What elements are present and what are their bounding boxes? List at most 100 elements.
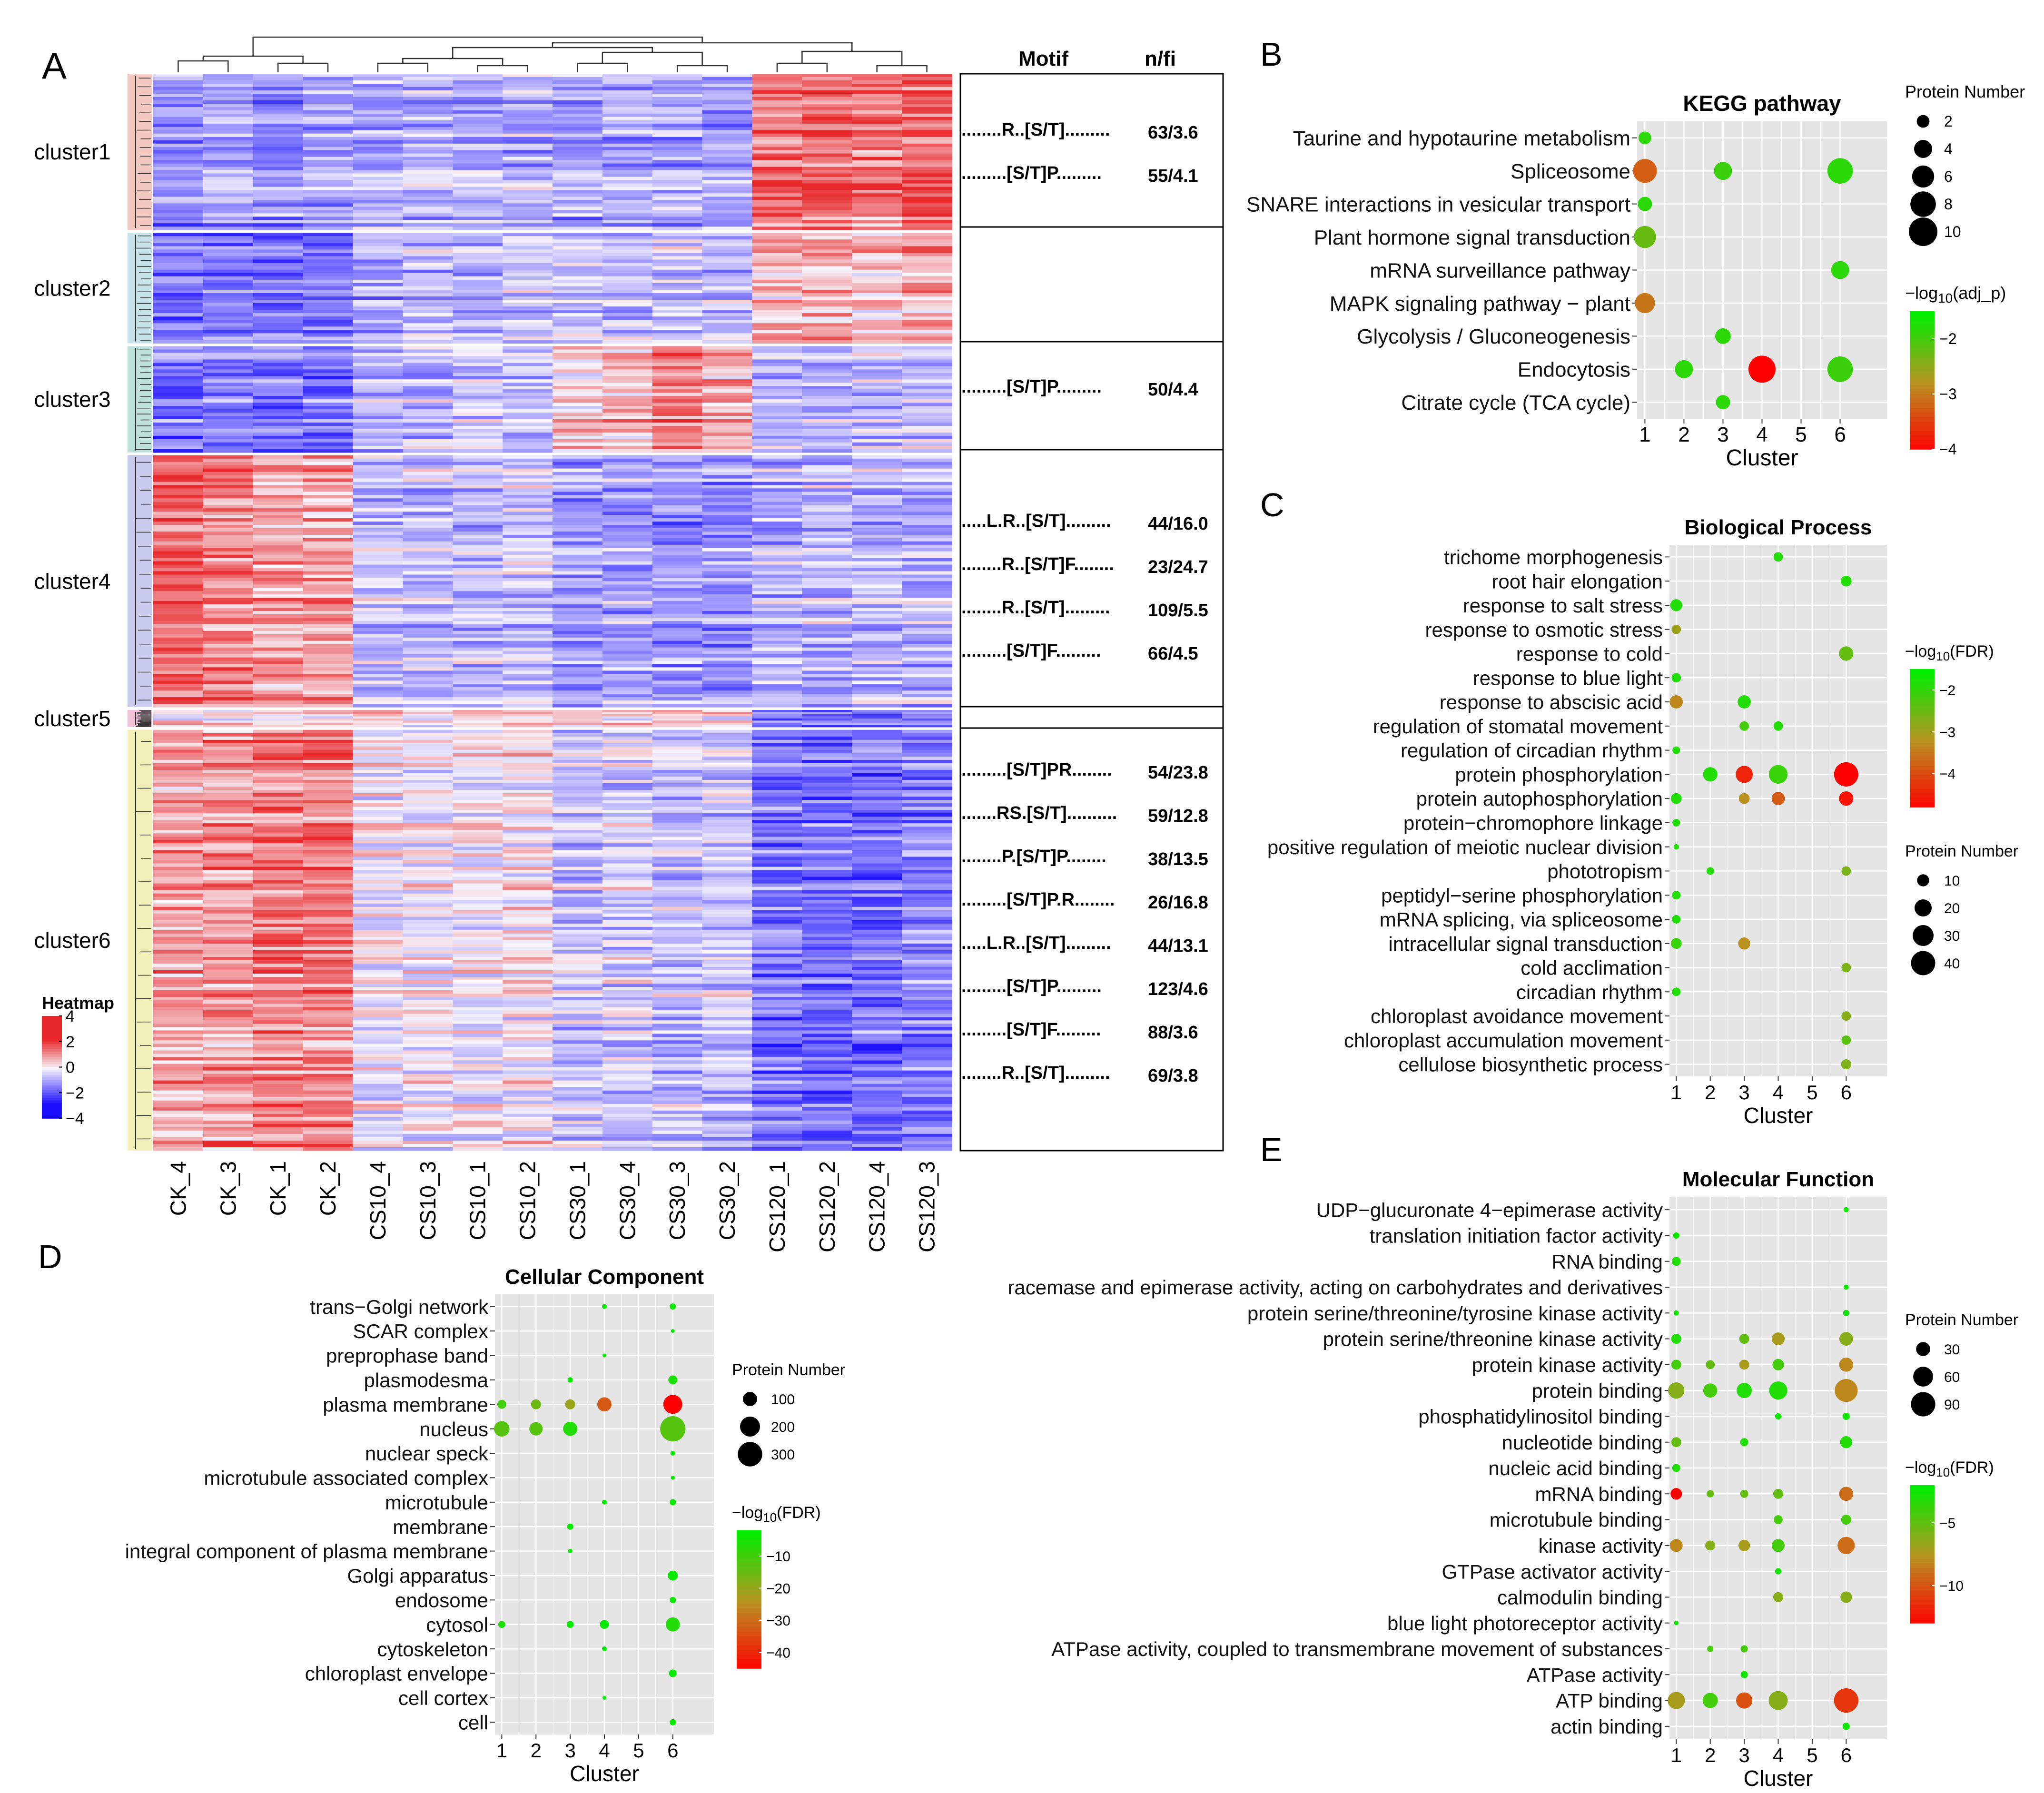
- heatmap-cell: [203, 518, 254, 522]
- heatmap-cell: [403, 614, 453, 618]
- heatmap-cell: [403, 538, 453, 542]
- heatmap-cell: [503, 485, 553, 489]
- heatmap-cell: [203, 403, 254, 406]
- heatmap-cell: [602, 316, 653, 320]
- heatmap-cell: [153, 74, 204, 78]
- heatmap-cell: [702, 1057, 753, 1061]
- heatmap-cell: [303, 725, 354, 728]
- heatmap-cell: [453, 697, 503, 701]
- heatmap-cell: [752, 837, 802, 840]
- heatmap-cell: [203, 243, 254, 246]
- heatmap-cell: [453, 1020, 503, 1024]
- heatmap-cell: [503, 896, 553, 901]
- heatmap-cell: [403, 670, 453, 674]
- heatmap-cell: [203, 690, 254, 694]
- heatmap-cell: [752, 739, 802, 744]
- heatmap-cell: [303, 1010, 354, 1014]
- heatmap-cell: [403, 1020, 453, 1024]
- heatmap-cell: [553, 512, 603, 515]
- heatmap-cell: [702, 916, 753, 921]
- heatmap-cell: [702, 183, 753, 187]
- heatmap-cell: [403, 396, 453, 400]
- heatmap-cell: [153, 100, 204, 104]
- heatmap-cell: [353, 637, 403, 641]
- heatmap-cell: [553, 432, 603, 436]
- heatmap-cell: [652, 276, 703, 280]
- heatmap-cell: [852, 197, 902, 200]
- heatmap-cell: [702, 847, 753, 850]
- heatmap-cell: [203, 743, 254, 747]
- heatmap-cell: [752, 720, 802, 723]
- heatmap-cell: [702, 680, 753, 684]
- heatmap-cell: [153, 1040, 204, 1044]
- heatmap-cell: [553, 903, 603, 907]
- heatmap-cell: [303, 594, 354, 598]
- heatmap-cell: [303, 618, 354, 621]
- heatmap-cell: [353, 442, 403, 446]
- heatmap-cell: [702, 733, 753, 737]
- heatmap-cell: [702, 300, 753, 304]
- heatmap-cell: [852, 90, 902, 94]
- heatmap-cell: [153, 1014, 204, 1017]
- heatmap-cell: [453, 416, 503, 420]
- heatmap-cell: [852, 618, 902, 621]
- heatmap-cell: [303, 807, 354, 810]
- heatmap-cell: [153, 217, 204, 220]
- heatmap-cell: [652, 300, 703, 304]
- heatmap-cell: [253, 624, 304, 628]
- heatmap-cell: [403, 997, 453, 1001]
- heatmap-cell: [353, 877, 403, 881]
- heatmap-cell: [353, 113, 403, 118]
- heatmap-cell: [553, 773, 603, 777]
- heatmap-cell: [353, 967, 403, 971]
- heatmap-cell: [253, 512, 304, 515]
- heatmap-cell: [253, 120, 304, 124]
- heatmap-cell: [602, 449, 653, 453]
- heatmap-cell: [303, 346, 354, 350]
- heatmap-cell: [852, 356, 902, 360]
- heatmap-cell: [702, 160, 753, 164]
- heatmap-cell: [802, 640, 852, 645]
- heatmap-cell: [203, 863, 254, 867]
- heatmap-cell: [403, 432, 453, 436]
- heatmap-cell: [602, 435, 653, 440]
- heatmap-cell: [453, 90, 503, 94]
- heatmap-cell: [153, 667, 204, 671]
- heatmap-cell: [852, 445, 902, 450]
- heatmap-cell: [503, 346, 553, 350]
- heatmap-cell: [852, 403, 902, 406]
- heatmap-cell: [902, 366, 952, 370]
- heatmap-cell: [153, 326, 204, 330]
- heatmap-cell: [752, 670, 802, 674]
- heatmap-cell: [902, 227, 952, 230]
- heatmap-cell: [652, 936, 703, 941]
- heatmap-cell: [702, 1024, 753, 1027]
- heatmap-cell: [153, 650, 204, 655]
- heatmap-cell: [553, 117, 603, 121]
- heatmap-cell: [752, 943, 802, 947]
- heatmap-cell: [902, 716, 952, 719]
- heatmap-cell: [902, 416, 952, 420]
- heatmap-cell: [702, 736, 753, 740]
- heatmap-cell: [802, 180, 852, 184]
- heatmap-cell: [353, 883, 403, 887]
- heatmap-cell: [253, 485, 304, 489]
- heatmap-cell: [902, 236, 952, 240]
- heatmap-cell: [553, 113, 603, 118]
- heatmap-cell: [602, 763, 653, 767]
- heatmap-cell: [553, 840, 603, 844]
- heatmap-cell: [802, 157, 852, 161]
- heatmap-cell: [802, 581, 852, 585]
- heatmap-cell: [902, 896, 952, 901]
- heatmap-cell: [652, 220, 703, 224]
- heatmap-cell: [453, 984, 503, 987]
- heatmap-cell: [852, 756, 902, 760]
- heatmap-cell: [553, 759, 603, 764]
- heatmap-cell: [153, 810, 204, 814]
- heatmap-cell: [403, 574, 453, 579]
- heatmap-cell: [153, 803, 204, 807]
- heatmap-cell: [303, 736, 354, 740]
- heatmap-cell: [253, 84, 304, 88]
- heatmap-cell: [453, 674, 503, 678]
- heatmap-cell: [553, 249, 603, 253]
